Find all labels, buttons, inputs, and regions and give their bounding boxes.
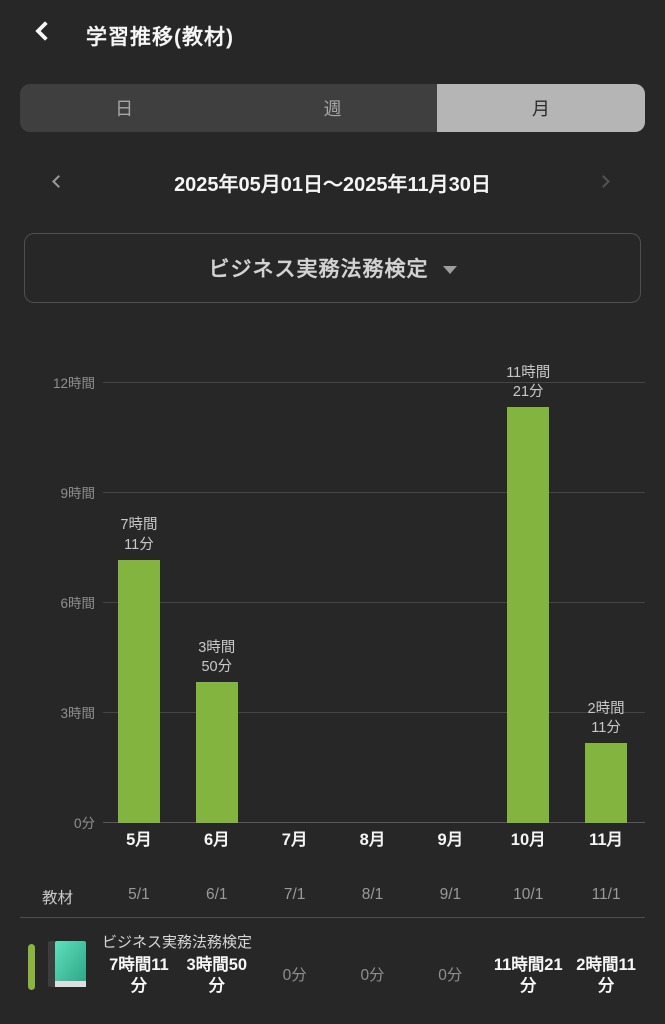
chevron-right-icon	[597, 175, 610, 188]
date-cell: 10/1	[513, 886, 544, 903]
gridline	[103, 822, 645, 823]
bar	[195, 682, 238, 823]
divider	[20, 917, 645, 918]
gridline	[103, 492, 645, 493]
bar	[117, 559, 160, 823]
x-axis-label: 6月	[203, 831, 230, 849]
value-cell: 7時間11分	[109, 955, 169, 995]
gridline	[103, 712, 645, 713]
value-cell: 11時間21分	[493, 955, 563, 995]
y-axis-tick-label: 0分	[73, 816, 95, 831]
bar-column: 7時間 11分	[100, 360, 178, 823]
table-row-header: 教材	[41, 890, 73, 907]
back-button[interactable]	[30, 16, 64, 50]
date-cell: 9/1	[439, 886, 462, 903]
bar-column	[411, 360, 489, 823]
page-title: 学習推移(教材)	[86, 26, 234, 49]
plot-area: 7時間 11分 3時間 50分 11時間 21分 2時間 11分	[100, 360, 645, 823]
material-title: ビジネス実務法務検定	[102, 934, 253, 951]
value-cell: 0分	[438, 967, 463, 985]
date-cell: 8/1	[361, 886, 384, 903]
y-axis-tick-label: 9時間	[60, 486, 95, 501]
y-axis-tick-label: 3時間	[60, 706, 95, 721]
x-axis-label: 7月	[281, 831, 308, 849]
bars-container: 7時間 11分 3時間 50分 11時間 21分 2時間 11分	[100, 360, 645, 823]
y-axis-tick-label: 6時間	[60, 596, 95, 611]
x-axis-label: 11月	[589, 831, 624, 849]
bar-value-label: 3時間 50分	[198, 640, 236, 676]
material-values-row[interactable]: 7時間11分 3時間50分 0分 0分 0分 11時間21分 2時間11分	[100, 951, 645, 1001]
date-range-label: 2025年05月01日〜2025年11月30日	[174, 173, 491, 196]
x-axis-label: 9月	[437, 831, 464, 849]
bar-value-label: 11時間 21分	[506, 364, 551, 400]
bar-column: 3時間 50分	[178, 360, 256, 823]
date-cell: 7/1	[283, 886, 306, 903]
segmented-control: 日週月	[20, 84, 645, 132]
book-icon	[48, 941, 86, 987]
x-axis-label: 10月	[510, 831, 546, 849]
x-axis: 5月 6月 7月 8月 9月 10月 11月	[100, 826, 645, 852]
date-cell: 6/1	[206, 886, 228, 903]
material-dropdown-label: ビジネス実務法務検定	[208, 258, 429, 281]
bar-value-label: 2時間 11分	[587, 700, 625, 736]
accent-bar	[28, 944, 35, 990]
material-dropdown[interactable]: ビジネス実務法務検定	[24, 233, 641, 303]
y-axis-tick-label: 12時間	[52, 376, 95, 391]
table-date-row: 5/1 6/1 7/1 8/1 9/1 10/1 11/1	[100, 886, 645, 904]
study-time-bar-chart: 12時間 9時間 6時間 3時間 0分 7時間 11分 3時間 50分 11時間 21分 2時…	[0, 360, 665, 831]
value-cell: 0分	[360, 967, 385, 985]
tab-week[interactable]: 週	[323, 99, 342, 119]
tab-day[interactable]: 日	[115, 99, 134, 119]
tab-month[interactable]: 月	[436, 84, 645, 132]
x-axis-label: 8月	[359, 831, 386, 849]
bar-column: 11時間 21分	[489, 360, 567, 823]
prev-period-button[interactable]	[44, 168, 72, 196]
date-cell: 11/1	[591, 886, 621, 903]
gridline	[103, 382, 645, 383]
y-axis: 12時間 9時間 6時間 3時間 0分	[0, 360, 95, 831]
next-period-button[interactable]	[593, 168, 621, 196]
bar	[585, 742, 628, 823]
chevron-left-icon	[52, 175, 65, 188]
bar-column	[256, 360, 334, 823]
bar	[507, 406, 550, 823]
date-cell: 5/1	[128, 886, 150, 903]
chevron-left-icon	[35, 21, 55, 41]
x-axis-label: 5月	[126, 831, 152, 849]
bar-column: 2時間 11分	[567, 360, 645, 823]
bar-column	[334, 360, 412, 823]
caret-down-icon	[442, 265, 457, 274]
gridline	[103, 602, 645, 603]
value-cell: 2時間11分	[576, 955, 636, 995]
bar-value-label: 7時間 11分	[120, 517, 158, 553]
value-cell: 3時間50分	[186, 955, 248, 995]
date-nav: 2025年05月01日〜2025年11月30日	[0, 158, 665, 206]
value-cell: 0分	[282, 967, 307, 985]
